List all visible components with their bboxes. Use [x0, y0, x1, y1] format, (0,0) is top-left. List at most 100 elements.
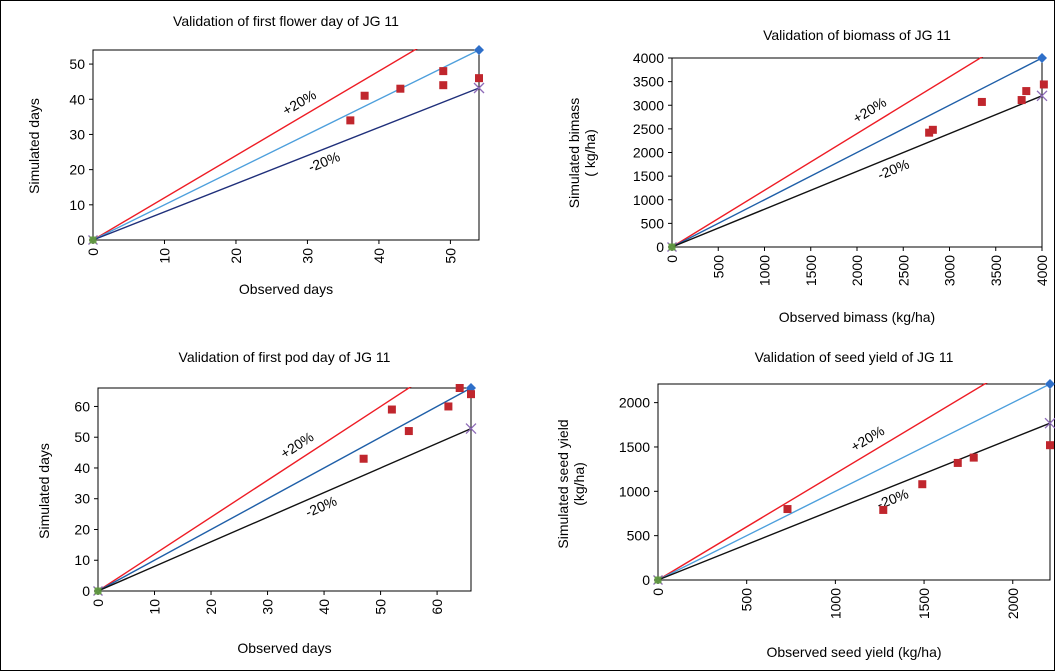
x-tick-label: 4000 — [1034, 255, 1050, 286]
plus20-line — [671, 57, 984, 248]
y-tick-label: 1500 — [633, 168, 664, 184]
x-tick-label: 20 — [228, 248, 244, 264]
x-tick-label: 20 — [203, 599, 219, 615]
x-axis: 0 10 20 30 40 50 60 — [90, 591, 445, 615]
y-tick-label: 0 — [82, 583, 90, 599]
chart-first-pod-day: Validation of first pod day of JG 11 0 10 2… — [36, 349, 477, 656]
x-tick-label: 0 — [664, 255, 680, 263]
chart-title: Validation of seed yield of JG 11 — [755, 349, 954, 365]
x-tick-label: 40 — [371, 248, 387, 264]
chart-biomass: Validation of biomass of JG 11 0 500 1000 15… — [566, 27, 1050, 325]
data-point — [467, 390, 475, 399]
y-tick-label: 3000 — [633, 97, 664, 113]
minus20-line — [657, 422, 1051, 581]
data-point — [783, 505, 792, 514]
data-point — [359, 454, 368, 463]
chart-title: Validation of first flower day of JG 11 — [173, 13, 399, 29]
y-tick-label: 2500 — [633, 121, 664, 137]
y-axis-label-line: ( kg/ha) — [582, 129, 598, 176]
y-axis-label-line: (kg/ha) — [571, 462, 587, 506]
x-tick-label: 40 — [316, 599, 332, 615]
origin-marker — [654, 576, 662, 584]
plus20-label: +20% — [277, 428, 316, 461]
y-tick-label: 2000 — [633, 145, 664, 161]
y-tick-label: 3500 — [633, 74, 664, 90]
data-point — [1017, 96, 1026, 105]
y-tick-label: 50 — [69, 56, 85, 72]
x-tick-label: 1000 — [757, 255, 773, 286]
y-tick-label: 0 — [656, 239, 664, 255]
data-points — [925, 80, 1048, 137]
data-point — [439, 67, 448, 76]
y-tick-label: 30 — [74, 491, 90, 507]
one-to-one-line — [97, 387, 472, 592]
x-tick-label: 0 — [90, 599, 106, 607]
data-point — [1046, 441, 1054, 450]
data-point — [953, 458, 962, 467]
data-point — [396, 84, 405, 93]
data-point — [475, 74, 483, 83]
minus20-end-marker — [1044, 417, 1055, 429]
data-point — [1022, 87, 1031, 96]
data-point — [879, 505, 888, 514]
plus20-label: +20% — [280, 86, 319, 118]
plot-area — [657, 383, 1051, 581]
y-tick-label: 40 — [74, 460, 90, 476]
minus20-line — [92, 87, 480, 241]
line-end-markers — [653, 379, 1055, 585]
y-tick-label: 2000 — [619, 395, 650, 411]
minus20-end-marker — [473, 82, 485, 94]
y-tick-label: 1500 — [619, 439, 650, 455]
y-tick-label: 0 — [642, 572, 650, 588]
chart-seed-yield: Validation of seed yield of JG 11 0 500 100… — [555, 349, 1055, 660]
data-points — [783, 441, 1054, 514]
plus20-line — [657, 383, 988, 581]
reference-lines — [92, 49, 480, 241]
data-point — [387, 405, 396, 414]
y-axis-label-line: Simulated seed yield — [555, 419, 571, 548]
line-end-markers — [667, 53, 1048, 252]
x-axis-label: Observed days — [237, 640, 331, 656]
x-tick-label: 50 — [373, 599, 389, 615]
y-tick-label: 500 — [627, 528, 651, 544]
one-to-one-line — [92, 49, 480, 241]
x-axis: 0 500 1000 1500 2000 — [650, 580, 1021, 619]
line-end-markers — [88, 45, 485, 245]
y-tick-label: 10 — [74, 552, 90, 568]
y-axis-label: Simulated seed yield (kg/ha) — [555, 419, 587, 548]
y-tick-label: 20 — [69, 162, 85, 178]
x-tick-label: 3500 — [988, 255, 1004, 286]
x-tick-label: 0 — [85, 248, 101, 256]
y-tick-label: 40 — [69, 91, 85, 107]
x-tick-label: 50 — [442, 248, 458, 264]
minus20-label: -20% — [306, 148, 342, 175]
x-tick-label: 3000 — [942, 255, 958, 286]
one-to-one-line — [671, 57, 1043, 248]
y-axis: 0 500 1000 1500 2000 — [619, 395, 658, 588]
y-axis-label: Simulated days — [36, 443, 52, 539]
x-tick-label: 1500 — [803, 255, 819, 286]
one-to-one-line — [657, 383, 1051, 581]
x-axis-label: Observed days — [239, 281, 333, 297]
minus20-line — [97, 427, 472, 592]
minus20-label: -20% — [875, 156, 911, 183]
y-tick-label: 1000 — [619, 483, 650, 499]
y-tick-label: 10 — [69, 197, 85, 213]
plus20-line — [97, 387, 412, 592]
y-axis-label: Simulated days — [26, 98, 42, 194]
x-tick-label: 60 — [429, 599, 445, 615]
data-point — [455, 384, 464, 392]
x-tick-label: 2000 — [1005, 588, 1021, 619]
x-tick-label: 2000 — [849, 255, 865, 286]
data-points — [346, 67, 483, 125]
y-axis: 0 10 20 30 40 50 — [69, 56, 93, 248]
x-axis: 0 10 20 30 40 50 — [85, 240, 458, 264]
x-tick-label: 10 — [156, 248, 172, 264]
x-axis-label: Observed seed yield (kg/ha) — [766, 644, 941, 660]
data-point — [918, 480, 927, 489]
x-tick-label: 500 — [739, 588, 755, 612]
chart-title: Validation of first pod day of JG 11 — [179, 349, 391, 365]
y-axis: 0 10 20 30 40 50 60 — [74, 398, 98, 599]
minus20-line — [671, 95, 1043, 248]
